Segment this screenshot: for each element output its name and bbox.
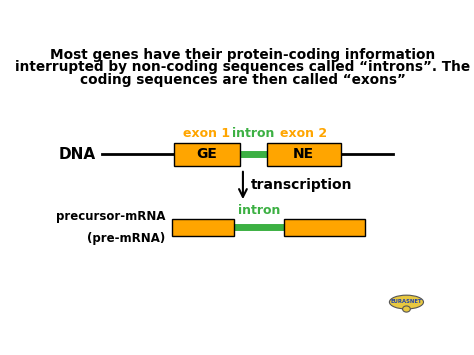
Text: interrupted by non-coding sequences called “introns”. The: interrupted by non-coding sequences call…	[15, 60, 471, 74]
Text: intron: intron	[237, 204, 280, 217]
Ellipse shape	[402, 306, 410, 312]
Bar	[174, 143, 240, 166]
Text: coding sequences are then called “exons”: coding sequences are then called “exons”	[80, 73, 406, 87]
Bar	[284, 219, 365, 236]
Text: (pre-mRNA): (pre-mRNA)	[87, 232, 165, 245]
Text: Most genes have their protein-coding information: Most genes have their protein-coding inf…	[50, 48, 436, 62]
Text: DNA: DNA	[59, 147, 96, 162]
Text: exon 1: exon 1	[183, 127, 230, 140]
Text: NE: NE	[293, 147, 314, 161]
Text: intron: intron	[232, 127, 274, 140]
Text: EURASNET: EURASNET	[391, 299, 422, 304]
Text: exon 2: exon 2	[280, 127, 328, 140]
Ellipse shape	[390, 295, 423, 309]
Text: GE: GE	[196, 147, 217, 161]
Bar	[267, 143, 341, 166]
Text: transcription: transcription	[251, 179, 352, 192]
Bar	[172, 219, 234, 236]
Text: precursor-mRNA: precursor-mRNA	[56, 210, 165, 223]
